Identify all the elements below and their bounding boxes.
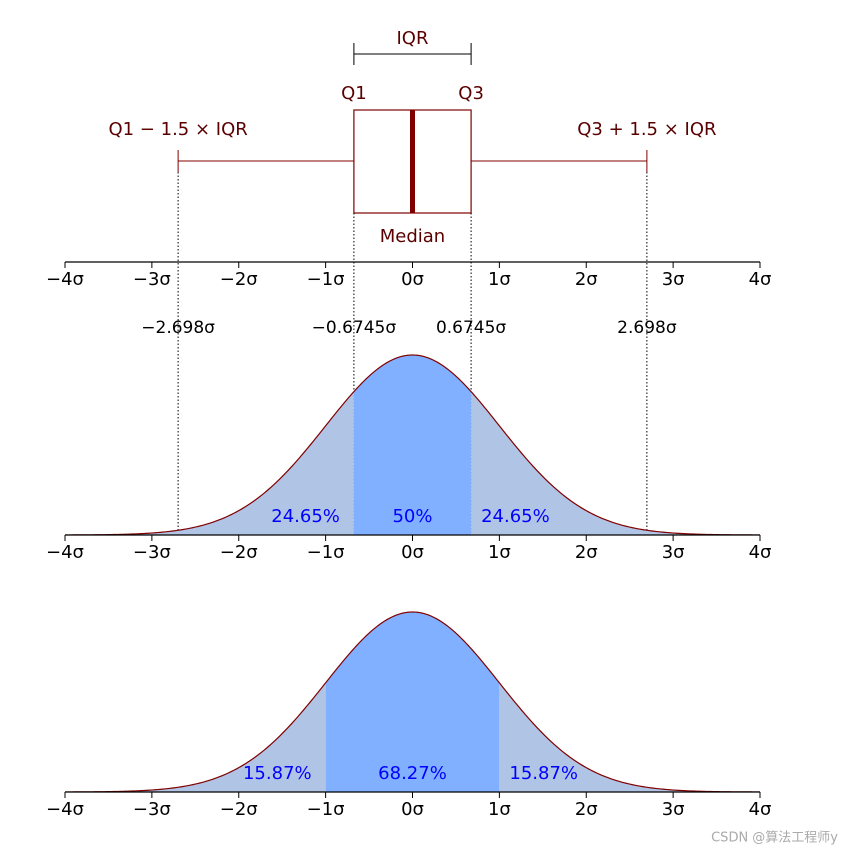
x-tick-label: −2σ — [220, 269, 258, 290]
x-tick-label: −4σ — [46, 799, 84, 820]
region-label: 24.65% — [481, 506, 550, 527]
region — [65, 391, 354, 535]
x-tick-label: 1σ — [488, 799, 511, 820]
x-tick-label: −1σ — [307, 799, 345, 820]
marker-label: −0.6745σ — [312, 318, 397, 338]
region — [353, 355, 472, 535]
curve — [64, 611, 761, 793]
x-tick-label: 0σ — [401, 269, 424, 290]
x-tick-label: −3σ — [133, 799, 171, 820]
region-label: 50% — [392, 506, 432, 527]
high-label: Q3 + 1.5 × IQR — [577, 119, 716, 140]
region-label: 68.27% — [378, 763, 447, 784]
median-label: Median — [380, 226, 445, 247]
x-tick-label: 2σ — [575, 542, 598, 563]
watermark: CSDN @算法工程师y — [711, 831, 838, 846]
x-tick-label: −1σ — [307, 269, 345, 290]
x-tick-label: 0σ — [401, 542, 424, 563]
x-tick-label: 1σ — [488, 542, 511, 563]
region — [471, 391, 760, 535]
x-tick-label: 4σ — [749, 799, 772, 820]
x-tick-label: 3σ — [662, 799, 685, 820]
x-tick-label: 0σ — [401, 799, 424, 820]
region-label: 15.87% — [243, 763, 312, 784]
x-tick-label: 3σ — [662, 269, 685, 290]
x-tick-label: 3σ — [662, 542, 685, 563]
x-tick-label: −2σ — [220, 542, 258, 563]
low-label: Q1 − 1.5 × IQR — [108, 119, 247, 140]
x-tick-label: −4σ — [46, 542, 84, 563]
x-tick-label: −3σ — [133, 269, 171, 290]
x-tick-label: 4σ — [749, 269, 772, 290]
curve — [64, 354, 761, 536]
x-tick-label: 2σ — [575, 269, 598, 290]
x-tick-label: 2σ — [575, 799, 598, 820]
iqr-label: IQR — [397, 28, 429, 49]
region — [325, 612, 500, 792]
marker-label: 0.6745σ — [436, 318, 506, 338]
q3-label: Q3 — [458, 83, 484, 104]
x-tick-label: −2σ — [220, 799, 258, 820]
x-tick-label: −1σ — [307, 542, 345, 563]
x-tick-label: −4σ — [46, 269, 84, 290]
q1-label: Q1 — [341, 83, 367, 104]
region-label: 24.65% — [271, 506, 340, 527]
x-tick-label: 4σ — [749, 542, 772, 563]
marker-label: −2.698σ — [141, 318, 215, 338]
region-label: 15.87% — [509, 763, 578, 784]
region — [65, 682, 326, 792]
region — [499, 682, 760, 792]
x-tick-label: 1σ — [488, 269, 511, 290]
x-tick-label: −3σ — [133, 542, 171, 563]
marker-label: 2.698σ — [617, 318, 677, 338]
